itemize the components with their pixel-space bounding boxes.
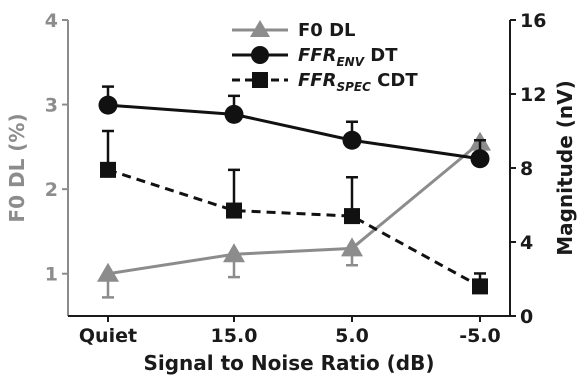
right-tick-label: 4 xyxy=(520,232,533,254)
series-ffr-spec xyxy=(100,129,488,295)
legend-item-f0dl: F0 DL xyxy=(232,20,356,41)
right-tick-label: 16 xyxy=(520,10,546,32)
data-point-circle xyxy=(470,149,490,169)
data-point-circle xyxy=(98,95,118,115)
left-tick-label: 1 xyxy=(45,264,58,286)
legend-ffr-env-suffix: DT xyxy=(364,45,398,66)
right-axis-title: Magnitude (nV) xyxy=(553,80,577,255)
right-tick-label: 8 xyxy=(520,158,533,180)
legend-ffr-env-sub: ENV xyxy=(336,55,365,69)
right-tick-label: 12 xyxy=(520,84,546,106)
legend-circle-icon xyxy=(251,46,269,64)
data-point-triangle xyxy=(341,237,363,257)
left-tick-label: 3 xyxy=(45,95,58,117)
legend-ffr-spec-suffix: CDT xyxy=(371,70,418,91)
left-axis-title: F0 DL (%) xyxy=(5,113,29,222)
left-tick-label: 2 xyxy=(45,179,58,201)
data-point-square xyxy=(100,161,116,178)
x-tick-label: 15.0 xyxy=(211,325,258,347)
x-tick-label: -5.0 xyxy=(459,325,501,347)
legend-ffr-env-main: FFR xyxy=(298,45,336,66)
data-point-square xyxy=(344,208,360,225)
x-tick-label: 5.0 xyxy=(335,325,369,347)
legend-label-f0dl: F0 DL xyxy=(298,20,356,41)
data-point-triangle xyxy=(223,243,245,263)
x-tick-label: Quiet xyxy=(79,325,137,347)
legend-ffr-spec-sub: SPEC xyxy=(336,80,371,94)
legend-triangle-icon xyxy=(250,20,270,37)
x-axis-title: Signal to Noise Ratio (dB) xyxy=(143,351,434,375)
data-point-square xyxy=(472,278,488,295)
legend-label-ffr-spec: FFRSPEC CDT xyxy=(298,70,418,94)
legend-square-icon xyxy=(252,72,268,88)
series-line xyxy=(107,103,481,161)
legend-item-ffr-env: FFRENV DT xyxy=(232,45,398,69)
series-ffr-env xyxy=(98,85,490,169)
right-tick-label: 0 xyxy=(520,306,533,328)
series-line xyxy=(107,168,481,288)
data-point-circle xyxy=(342,130,362,150)
data-point-circle xyxy=(224,104,244,124)
legend: F0 DL FFRENV DT FFRSPEC CDT xyxy=(232,20,418,94)
left-tick-label: 4 xyxy=(45,10,58,32)
series-line xyxy=(107,141,481,276)
legend-label-ffr-env: FFRENV DT xyxy=(298,45,398,69)
legend-item-ffr-spec: FFRSPEC CDT xyxy=(232,70,418,94)
legend-ffr-spec-main: FFR xyxy=(298,70,336,91)
data-point-triangle xyxy=(97,262,119,282)
data-point-square xyxy=(226,202,242,219)
series-f0dl xyxy=(97,131,491,299)
